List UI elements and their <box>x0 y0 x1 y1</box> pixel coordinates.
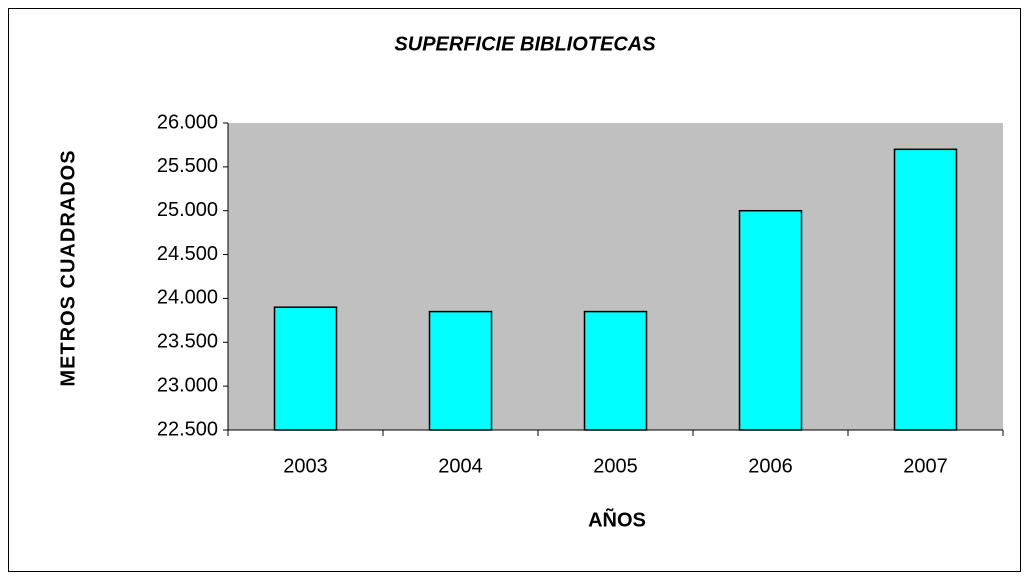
x-tick-label: 2003 <box>283 455 328 477</box>
y-tick-label: 23.000 <box>157 374 218 396</box>
x-tick-label: 2004 <box>438 455 483 477</box>
y-tick-label: 24.000 <box>157 287 218 309</box>
chart-title: SUPERFICIE BIBLIOTECAS <box>394 33 656 55</box>
y-tick-label: 25.000 <box>157 199 218 221</box>
x-tick-label: 2005 <box>593 455 638 477</box>
y-axis-title: METROS CUADRADOS <box>57 149 79 386</box>
x-axis-title: AÑOS <box>588 508 646 531</box>
y-tick-label: 25.500 <box>157 155 218 177</box>
bar <box>583 310 648 431</box>
x-tick-label: 2007 <box>903 455 948 477</box>
bar <box>738 209 803 431</box>
y-axis-title-clip: METROS CUADRADOS <box>57 149 79 386</box>
y-tick-label: 22.500 <box>157 418 218 440</box>
x-tick-label: 2006 <box>748 455 793 477</box>
bar <box>273 306 338 431</box>
y-tick-label: 24.500 <box>157 243 218 265</box>
y-tick-label: 23.500 <box>157 331 218 353</box>
bar <box>428 310 493 431</box>
y-tick-label: 26.000 <box>157 111 218 133</box>
bar <box>893 148 958 431</box>
